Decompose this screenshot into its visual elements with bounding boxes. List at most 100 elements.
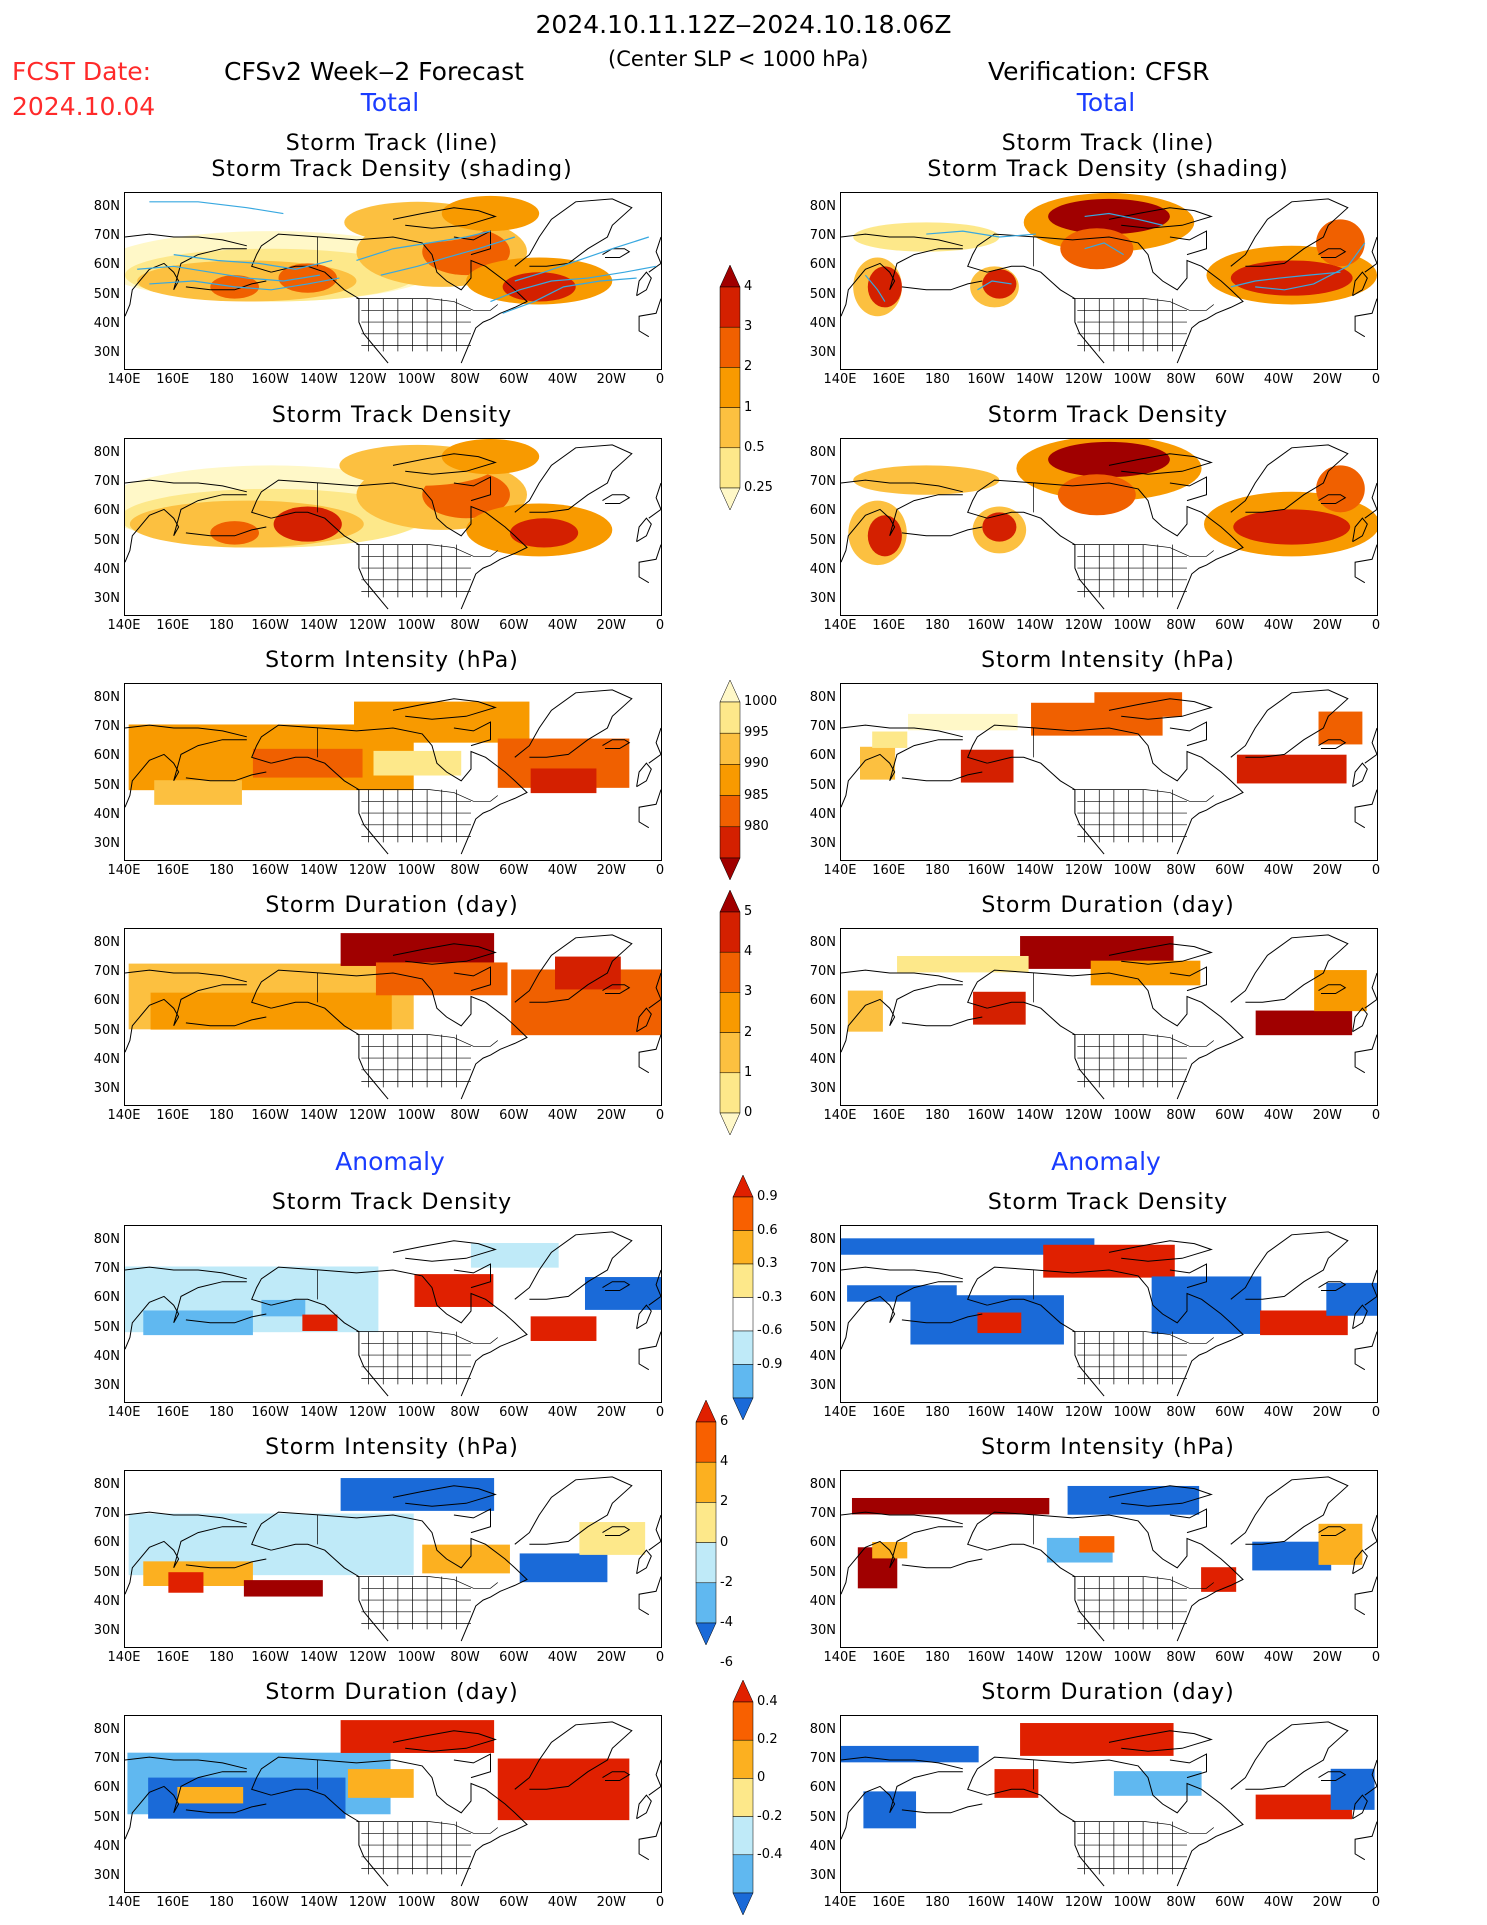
coastline [1354, 1331, 1377, 1371]
shading-layer [851, 1485, 1363, 1592]
colorbar-segment [732, 1892, 754, 1916]
shade-region [1048, 441, 1170, 478]
coastline [514, 444, 633, 513]
coastline [901, 1313, 983, 1324]
lon-tick-label: 140E [823, 1405, 857, 1420]
coastline [125, 479, 247, 493]
lon-tick-label: 180 [209, 1108, 234, 1123]
lon-tick-label: 120W [1064, 1650, 1103, 1665]
lat-tick-label: 80N [809, 1476, 836, 1492]
lon-tick-label: 100W [1113, 372, 1152, 387]
model-label: CFSv2 Week‒2 Forecast [224, 57, 524, 86]
border [1072, 1821, 1214, 1834]
fcst-date-value: 2024.10.04 [12, 92, 156, 121]
coastline [453, 1263, 491, 1289]
colorbar-segment [695, 1582, 717, 1624]
lon-tick-label: 40W [547, 1650, 578, 1665]
coastline [125, 1526, 247, 1595]
colorbar-segment [732, 1816, 754, 1856]
lon-tick-label: 40W [547, 1405, 578, 1420]
storm-track [1255, 242, 1366, 291]
lon-tick-label: 140W [300, 1108, 338, 1123]
coastline [392, 453, 497, 475]
lat-tick-label: 40N [93, 1839, 120, 1854]
coastline [392, 698, 497, 720]
lon-tick-label: 20W [1312, 372, 1342, 387]
map-panel [840, 438, 1378, 616]
lat-tick-label: 30N [93, 1378, 120, 1394]
section-anomaly-right: Anomaly [1051, 1147, 1161, 1176]
lat-tick-label: 60N [93, 748, 120, 764]
title-anom-duration-left: Storm Duration (day) [265, 1680, 519, 1705]
lon-tick-label: 160E [872, 1405, 906, 1420]
coastline [1354, 298, 1377, 338]
borders-layer [1033, 728, 1214, 843]
lat-tick-label: 40N [809, 1594, 836, 1609]
colorbar-segment [732, 1297, 754, 1332]
lon-tick-label: 140E [107, 372, 141, 387]
shade-region [1255, 1010, 1353, 1036]
storm-track [1230, 271, 1341, 288]
lat-tick-label: 80N [93, 1231, 120, 1247]
lon-tick-label: 60W [1215, 863, 1245, 878]
lon-tick-label: 20W [1312, 1108, 1342, 1123]
lat-tick-label: 50N [809, 777, 836, 793]
shade-region [243, 1580, 323, 1597]
lon-tick-label: 180 [925, 372, 950, 387]
borders-layer [317, 973, 498, 1088]
lon-tick-label: 40W [547, 1895, 578, 1910]
lon-tick-label: 160W [967, 372, 1005, 387]
lon-tick-label: 160E [156, 372, 190, 387]
coastline [638, 1576, 661, 1616]
title-track-line-right: Storm Track (line) [1001, 131, 1215, 156]
lon-tick-label: 0 [1371, 1650, 1381, 1665]
lon-tick-label: 20W [1312, 863, 1342, 878]
lon-tick-label: 60W [1215, 1650, 1245, 1665]
lat-tick-label: 80N [93, 444, 120, 460]
colorbar-label: 1000 [744, 694, 778, 709]
colorbar-segment [719, 487, 741, 511]
coastline [1364, 727, 1377, 764]
lat-tick-label: 70N [93, 1261, 120, 1276]
coastline [453, 966, 491, 992]
coastline [1108, 1485, 1213, 1507]
colorbar-segment [719, 795, 741, 828]
lon-tick-label: 180 [925, 618, 950, 633]
shade-region [1252, 1541, 1332, 1571]
coastline [125, 494, 247, 563]
colorbar-segment [719, 1072, 741, 1114]
coastline [1352, 1007, 1368, 1033]
lat-tick-label: 30N [93, 591, 120, 607]
title-anom-intensity-right: Storm Intensity (hPa) [981, 1435, 1235, 1460]
coastline [638, 544, 661, 584]
colorbar-segment [719, 1112, 741, 1136]
colorbar-label: -0.6 [757, 1323, 783, 1338]
lon-tick-label: 60W [1215, 1108, 1245, 1123]
borders-layer [1033, 483, 1214, 598]
lat-tick-label: 70N [93, 719, 120, 734]
coastline [636, 271, 652, 297]
lon-tick-label: 80W [1166, 1895, 1196, 1910]
lon-tick-label: 140W [300, 618, 338, 633]
coastline [125, 984, 247, 1053]
colorbar-label: -6 [720, 1655, 733, 1671]
title-density-right: Storm Track Density [987, 403, 1229, 428]
title-anom-duration-right: Storm Duration (day) [981, 1680, 1235, 1705]
colorbar-label: 1 [744, 399, 753, 415]
coastline-layer [125, 1476, 661, 1642]
coastline [453, 1753, 491, 1779]
coastline [648, 236, 661, 273]
lon-tick-label: 120W [1064, 372, 1103, 387]
title-duration-left: Storm Duration (day) [265, 893, 519, 918]
border [356, 1331, 498, 1344]
colorbar-segment [719, 286, 741, 328]
lon-tick-label: 160E [156, 1405, 190, 1420]
track-lines [137, 201, 657, 314]
coastline [967, 1756, 1244, 1887]
storm-track [864, 274, 886, 302]
lon-tick-label: 20W [1312, 618, 1342, 633]
borders-layer [317, 728, 498, 843]
coastline [185, 1313, 267, 1324]
lon-tick-label: 120W [348, 863, 387, 878]
shading-layer [860, 692, 1363, 784]
